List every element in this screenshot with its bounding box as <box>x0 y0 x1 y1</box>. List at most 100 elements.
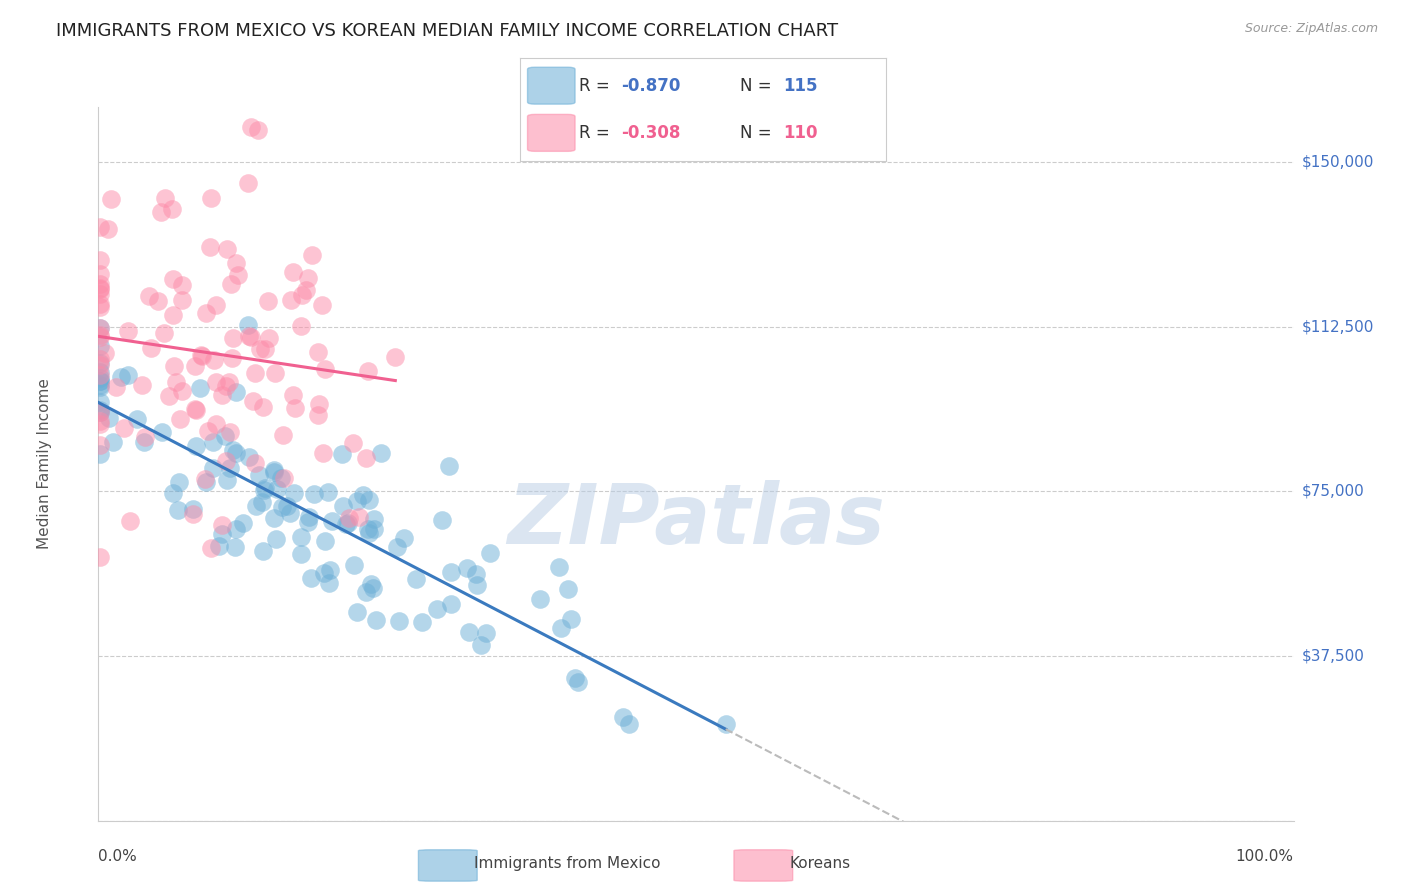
Point <box>314 534 336 549</box>
Point <box>89 267 111 281</box>
Point <box>170 277 193 292</box>
Point <box>250 494 273 508</box>
Point <box>238 450 260 464</box>
Point <box>205 376 228 390</box>
Point <box>243 456 266 470</box>
Point <box>89 287 111 301</box>
Point <box>263 463 285 477</box>
Text: $75,000: $75,000 <box>1302 483 1365 499</box>
Point <box>238 329 260 343</box>
Point <box>290 547 312 561</box>
Point <box>169 412 191 426</box>
Point <box>252 543 274 558</box>
Point <box>194 475 217 490</box>
Point <box>263 510 285 524</box>
Point <box>89 297 111 311</box>
Point <box>439 459 461 474</box>
Point <box>89 414 111 428</box>
Point <box>264 532 287 546</box>
Point <box>141 341 163 355</box>
Point <box>550 621 572 635</box>
Point <box>89 321 111 335</box>
Point <box>89 374 111 388</box>
Point <box>357 493 380 508</box>
Point <box>215 379 238 393</box>
Point <box>214 429 236 443</box>
Point <box>167 502 190 516</box>
Point <box>257 330 280 344</box>
Point <box>617 717 640 731</box>
Point <box>284 401 307 416</box>
Text: -0.308: -0.308 <box>621 124 681 142</box>
Point <box>337 510 360 524</box>
Point <box>181 502 204 516</box>
Point <box>440 565 463 579</box>
Point <box>347 509 370 524</box>
Point <box>117 325 139 339</box>
Point <box>547 560 569 574</box>
FancyBboxPatch shape <box>734 850 793 881</box>
Point <box>316 484 339 499</box>
Point <box>211 517 233 532</box>
Point <box>162 486 184 500</box>
FancyBboxPatch shape <box>527 67 575 104</box>
Text: -0.870: -0.870 <box>621 77 681 95</box>
Point <box>215 454 238 468</box>
Point <box>205 298 228 312</box>
Point <box>321 514 343 528</box>
Point <box>342 435 364 450</box>
Point <box>215 473 238 487</box>
Point <box>219 277 242 291</box>
Point <box>318 576 340 591</box>
Point <box>270 471 292 485</box>
Point <box>125 411 148 425</box>
Text: Source: ZipAtlas.com: Source: ZipAtlas.com <box>1244 22 1378 36</box>
Point <box>330 447 353 461</box>
Point <box>356 451 378 466</box>
Point <box>426 602 449 616</box>
Point <box>352 488 374 502</box>
Point <box>257 294 280 309</box>
Point <box>242 393 264 408</box>
Point <box>89 364 111 378</box>
Point <box>89 280 111 294</box>
Point <box>188 381 211 395</box>
Point <box>245 499 267 513</box>
Point <box>117 368 139 382</box>
Point <box>169 475 191 489</box>
Text: Median Family Income: Median Family Income <box>37 378 52 549</box>
Point <box>343 558 366 572</box>
Point <box>197 424 219 438</box>
Point <box>475 626 498 640</box>
Point <box>170 384 193 398</box>
Point <box>211 388 233 402</box>
Point <box>222 442 245 457</box>
Point <box>94 346 117 360</box>
Point <box>89 329 111 343</box>
Point <box>458 624 481 639</box>
FancyBboxPatch shape <box>419 850 477 881</box>
Point <box>236 177 259 191</box>
Point <box>89 380 111 394</box>
Point <box>89 328 111 343</box>
Point <box>263 366 285 380</box>
Point <box>89 282 111 296</box>
Point <box>301 248 323 262</box>
FancyBboxPatch shape <box>527 114 575 152</box>
Point <box>304 487 326 501</box>
Point <box>281 265 304 279</box>
Point <box>184 359 207 374</box>
Point <box>291 288 314 302</box>
Point <box>430 513 453 527</box>
Point <box>311 446 333 460</box>
Point <box>226 268 249 282</box>
Point <box>89 405 111 419</box>
Point <box>200 541 222 556</box>
Point <box>162 272 184 286</box>
Point <box>89 220 111 235</box>
Point <box>218 376 240 390</box>
Point <box>110 370 132 384</box>
Point <box>89 550 111 565</box>
Point <box>138 289 160 303</box>
Point <box>236 318 259 333</box>
